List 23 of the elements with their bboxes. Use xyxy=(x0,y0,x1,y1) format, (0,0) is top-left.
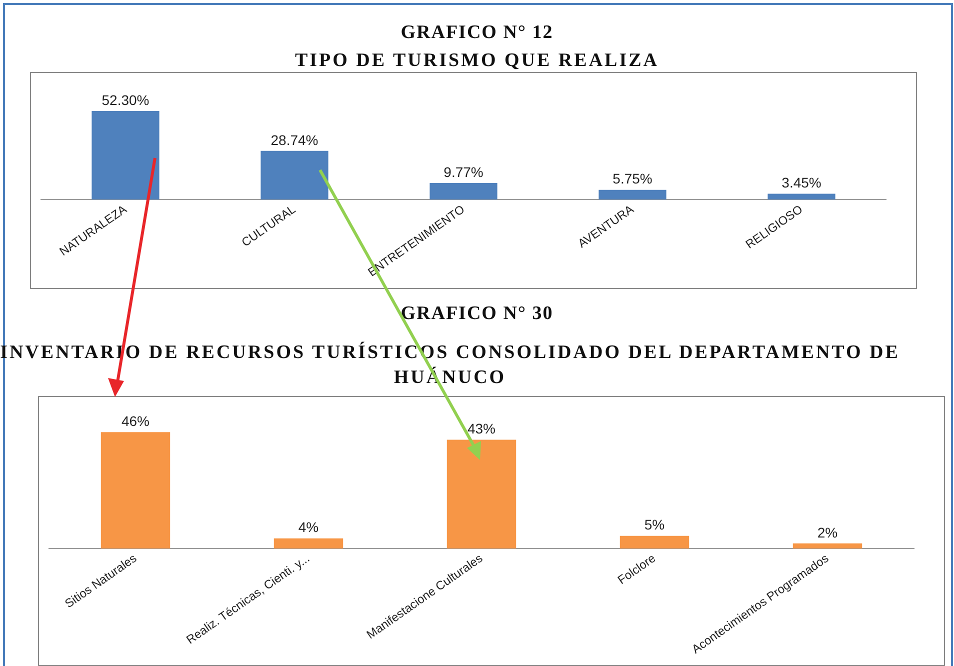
bar xyxy=(430,183,498,200)
bar xyxy=(620,536,690,548)
data-label: 2% xyxy=(817,524,838,540)
data-label: 9.77% xyxy=(444,164,484,180)
bar xyxy=(260,150,328,200)
bar xyxy=(446,440,516,548)
data-label: 5% xyxy=(644,516,665,533)
bar xyxy=(92,111,160,200)
data-label: 43% xyxy=(467,420,496,437)
data-label: 28.74% xyxy=(270,132,318,148)
data-label: 4% xyxy=(298,519,319,536)
bar xyxy=(598,190,666,200)
bar xyxy=(792,543,862,548)
data-label: 52.30% xyxy=(102,92,150,108)
bar xyxy=(274,538,344,548)
data-label: 5.75% xyxy=(612,170,652,187)
chart-title: GRAFICO N° 12 xyxy=(400,22,554,44)
data-label: 3.45% xyxy=(782,174,822,191)
chart-subtitle: TIPO DE TURISMO QUE REALIZA xyxy=(294,49,660,73)
chart-title: GRAFICO N° 30 xyxy=(400,303,554,325)
bar xyxy=(100,432,170,548)
bar xyxy=(768,194,836,200)
data-label: 46% xyxy=(121,412,150,429)
